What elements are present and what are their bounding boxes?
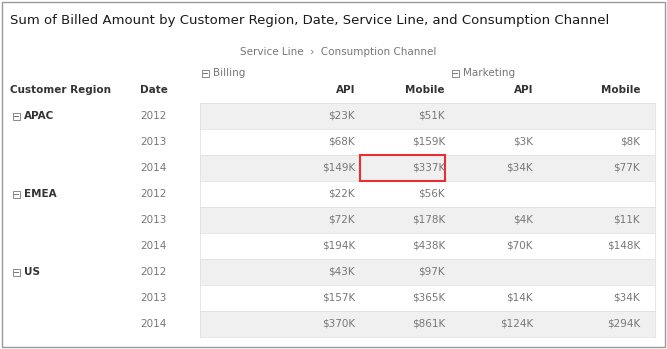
Text: $22K: $22K	[328, 189, 355, 199]
Text: $43K: $43K	[328, 267, 355, 277]
Text: APAC: APAC	[24, 111, 54, 121]
Text: $72K: $72K	[328, 215, 355, 225]
Text: $194K: $194K	[321, 241, 355, 251]
Text: $56K: $56K	[418, 189, 445, 199]
Text: $157K: $157K	[321, 293, 355, 303]
Text: $370K: $370K	[322, 319, 355, 329]
Text: $34K: $34K	[614, 293, 640, 303]
Text: US: US	[24, 267, 40, 277]
Text: 2013: 2013	[140, 137, 166, 147]
FancyBboxPatch shape	[200, 155, 655, 181]
Text: 2013: 2013	[140, 215, 166, 225]
FancyBboxPatch shape	[452, 69, 458, 76]
Text: 2012: 2012	[140, 189, 166, 199]
Text: $159K: $159K	[412, 137, 445, 147]
Text: 2012: 2012	[140, 111, 166, 121]
Text: $14K: $14K	[506, 293, 533, 303]
Text: EMEA: EMEA	[24, 189, 57, 199]
Text: $34K: $34K	[506, 163, 533, 173]
Text: Service Line  ›  Consumption Channel: Service Line › Consumption Channel	[240, 47, 436, 57]
Text: $4K: $4K	[513, 215, 533, 225]
FancyBboxPatch shape	[13, 268, 19, 275]
Text: $365K: $365K	[412, 293, 445, 303]
Text: API: API	[336, 85, 355, 95]
FancyBboxPatch shape	[200, 311, 655, 337]
Text: Mobile: Mobile	[406, 85, 445, 95]
FancyBboxPatch shape	[360, 155, 445, 181]
Text: $178K: $178K	[412, 215, 445, 225]
Text: $438K: $438K	[412, 241, 445, 251]
FancyBboxPatch shape	[201, 69, 209, 76]
FancyBboxPatch shape	[200, 207, 655, 233]
Text: 2012: 2012	[140, 267, 166, 277]
Text: $70K: $70K	[506, 241, 533, 251]
FancyBboxPatch shape	[13, 112, 19, 119]
Text: Billing: Billing	[213, 68, 245, 78]
Text: 2014: 2014	[140, 163, 166, 173]
Text: $11K: $11K	[614, 215, 640, 225]
Text: $97K: $97K	[418, 267, 445, 277]
Text: $337K: $337K	[412, 163, 445, 173]
Text: $294K: $294K	[607, 319, 640, 329]
FancyBboxPatch shape	[200, 259, 655, 285]
Text: $68K: $68K	[328, 137, 355, 147]
Text: $861K: $861K	[412, 319, 445, 329]
Text: Date: Date	[140, 85, 168, 95]
Text: $148K: $148K	[607, 241, 640, 251]
FancyBboxPatch shape	[13, 191, 19, 198]
Text: $77K: $77K	[614, 163, 640, 173]
Text: $51K: $51K	[418, 111, 445, 121]
Text: 2013: 2013	[140, 293, 166, 303]
Text: $149K: $149K	[321, 163, 355, 173]
Text: $124K: $124K	[500, 319, 533, 329]
Text: $23K: $23K	[328, 111, 355, 121]
Text: Sum of Billed Amount by Customer Region, Date, Service Line, and Consumption Cha: Sum of Billed Amount by Customer Region,…	[10, 14, 609, 27]
Text: Mobile: Mobile	[600, 85, 640, 95]
FancyBboxPatch shape	[200, 103, 655, 129]
Text: $8K: $8K	[620, 137, 640, 147]
Text: API: API	[514, 85, 533, 95]
Text: 2014: 2014	[140, 241, 166, 251]
Text: $3K: $3K	[513, 137, 533, 147]
Text: Marketing: Marketing	[463, 68, 515, 78]
Text: Customer Region: Customer Region	[10, 85, 111, 95]
Text: 2014: 2014	[140, 319, 166, 329]
